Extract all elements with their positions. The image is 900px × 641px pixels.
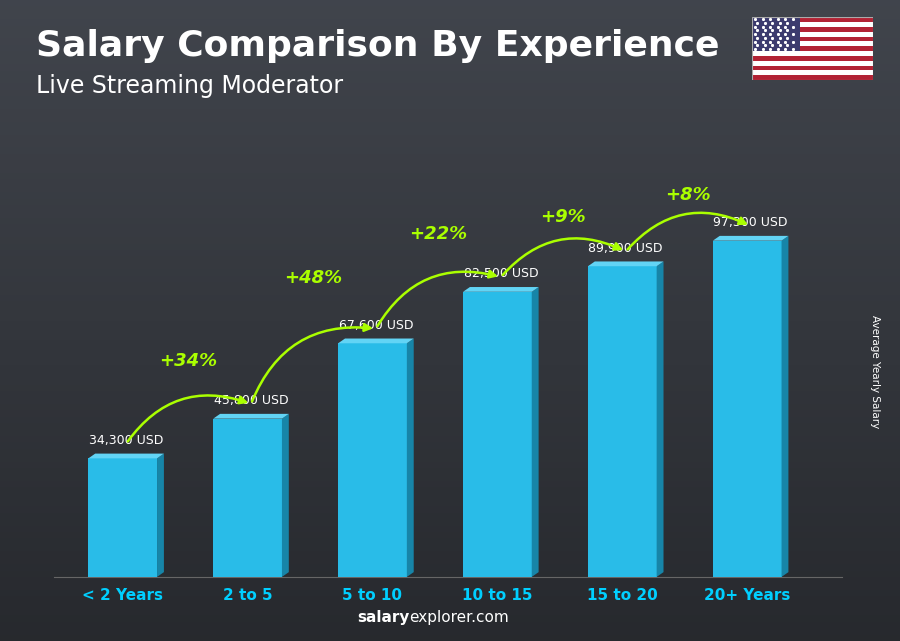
Bar bbox=[752, 17, 873, 22]
Polygon shape bbox=[407, 338, 414, 577]
Bar bbox=[752, 71, 873, 75]
Polygon shape bbox=[157, 454, 164, 577]
Text: 67,600 USD: 67,600 USD bbox=[338, 319, 413, 332]
Bar bbox=[752, 22, 873, 27]
Bar bbox=[752, 32, 873, 37]
Text: 89,900 USD: 89,900 USD bbox=[589, 242, 663, 254]
Polygon shape bbox=[338, 338, 414, 344]
Polygon shape bbox=[532, 287, 538, 577]
Bar bbox=[752, 17, 800, 51]
Polygon shape bbox=[88, 454, 164, 458]
Bar bbox=[213, 419, 282, 577]
Bar bbox=[752, 42, 873, 46]
Text: Salary Comparison By Experience: Salary Comparison By Experience bbox=[36, 29, 719, 63]
Bar bbox=[464, 292, 532, 577]
Text: Live Streaming Moderator: Live Streaming Moderator bbox=[36, 74, 343, 97]
Polygon shape bbox=[781, 236, 788, 577]
Text: explorer.com: explorer.com bbox=[410, 610, 509, 625]
Polygon shape bbox=[713, 236, 788, 240]
Text: +34%: +34% bbox=[159, 352, 218, 370]
Bar bbox=[713, 240, 781, 577]
Bar bbox=[588, 266, 657, 577]
Text: 82,500 USD: 82,500 USD bbox=[464, 267, 538, 280]
Text: Average Yearly Salary: Average Yearly Salary bbox=[869, 315, 880, 428]
Text: +22%: +22% bbox=[410, 225, 467, 244]
Text: 34,300 USD: 34,300 USD bbox=[89, 434, 163, 447]
Bar bbox=[88, 458, 157, 577]
Text: salary: salary bbox=[357, 610, 410, 625]
Text: 45,800 USD: 45,800 USD bbox=[213, 394, 288, 407]
Bar bbox=[338, 344, 407, 577]
Polygon shape bbox=[657, 262, 663, 577]
Polygon shape bbox=[282, 414, 289, 577]
Bar bbox=[752, 37, 873, 42]
Bar bbox=[752, 75, 873, 80]
Bar bbox=[752, 65, 873, 71]
Polygon shape bbox=[588, 262, 663, 266]
Bar bbox=[752, 46, 873, 51]
Bar bbox=[752, 56, 873, 61]
Polygon shape bbox=[213, 414, 289, 419]
Bar bbox=[752, 61, 873, 65]
Text: +9%: +9% bbox=[541, 208, 586, 226]
Text: 97,300 USD: 97,300 USD bbox=[714, 216, 788, 229]
Bar bbox=[752, 51, 873, 56]
Bar bbox=[752, 27, 873, 32]
Polygon shape bbox=[464, 287, 538, 292]
Text: +8%: +8% bbox=[665, 186, 711, 204]
Text: +48%: +48% bbox=[284, 269, 343, 287]
